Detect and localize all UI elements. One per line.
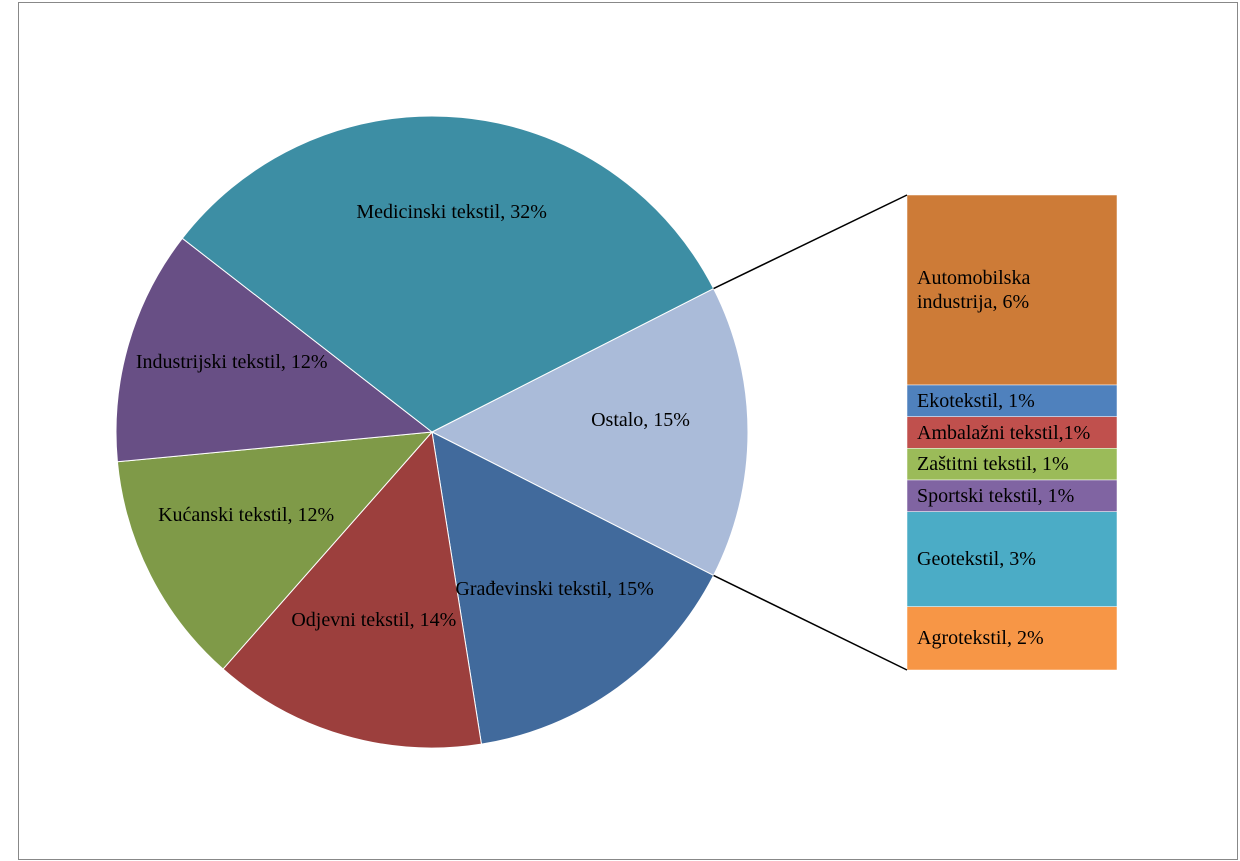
pie-slice <box>431 431 715 745</box>
data-label: Sportski tekstil, 1% <box>917 484 1075 507</box>
data-label: Agrotekstil, 2% <box>917 627 1044 650</box>
data-label: Automobilska industrija, 6% <box>917 267 1031 313</box>
data-label: Građevinski tekstil, 15% <box>455 577 654 600</box>
bar-segment <box>906 384 1118 417</box>
data-label: Odjevni tekstil, 14% <box>291 609 457 632</box>
bar-segment <box>906 194 1118 386</box>
bar-segment <box>906 448 1118 481</box>
bar-segment <box>906 479 1118 512</box>
data-label: Ekotekstil, 1% <box>917 389 1035 412</box>
pie-slice <box>115 237 434 463</box>
connector-line <box>713 194 908 290</box>
pie-slice <box>116 431 434 670</box>
connector-line <box>713 574 908 671</box>
data-label: Medicinski tekstil, 32% <box>356 201 547 224</box>
pie-slice <box>430 287 749 577</box>
data-label: Ostalo, 15% <box>591 409 690 431</box>
data-label: Zaštitni tekstil, 1% <box>917 453 1069 476</box>
data-label: Geotekstil, 3% <box>917 548 1036 571</box>
pie-slice <box>222 430 483 749</box>
data-label: Ambalažni tekstil,1% <box>917 421 1091 444</box>
bar-segment <box>906 511 1118 607</box>
bar-segment <box>906 606 1118 671</box>
bar-segment <box>906 416 1118 449</box>
pie-slice <box>181 115 715 433</box>
data-label: Industrijski tekstil, 12% <box>135 350 328 373</box>
data-label: Kućanski tekstil, 12% <box>158 503 335 526</box>
